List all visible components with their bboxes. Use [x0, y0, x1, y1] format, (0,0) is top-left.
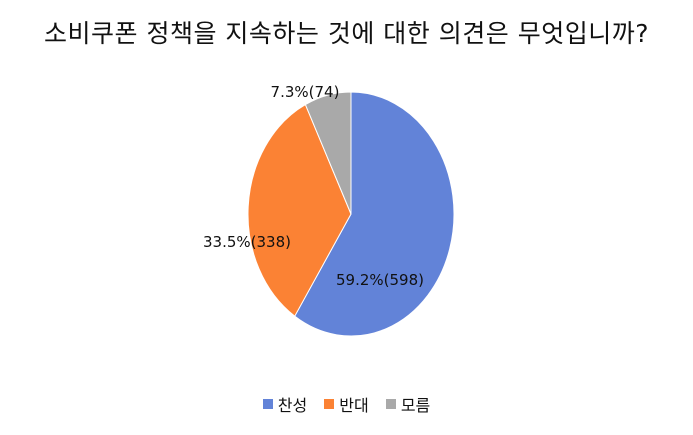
slice-label-unknown: 7.3%(74) — [271, 83, 340, 101]
slice-labels: 59.2%(598) 33.5%(338) 7.3%(74) — [203, 83, 424, 289]
legend-swatch-yes — [262, 399, 273, 409]
pie-slice-unknown — [304, 91, 352, 215]
legend-item-yes: 찬성 — [262, 392, 308, 416]
legend-item-unknown: 모름 — [385, 392, 431, 416]
legend-label-unknown: 모름 — [400, 396, 431, 415]
legend-item-no: 반대 — [324, 392, 369, 416]
chart-title: 소비쿠폰 정책을 지속하는 것에 대한 의견은 무엇입니까? — [44, 19, 649, 48]
legend-label-yes: 찬성 — [277, 396, 308, 415]
legend: 찬성 반대 모름 — [0, 392, 693, 416]
pie-slice-yes — [294, 91, 455, 337]
slice-label-no: 33.5%(338) — [203, 233, 291, 251]
slice-label-yes: 59.2%(598) — [336, 271, 424, 289]
pie-slice-no — [247, 103, 352, 317]
legend-swatch-unknown — [385, 399, 396, 409]
legend-label-no: 반대 — [339, 396, 369, 415]
legend-swatch-no — [324, 399, 335, 409]
pie-slices — [247, 91, 455, 337]
